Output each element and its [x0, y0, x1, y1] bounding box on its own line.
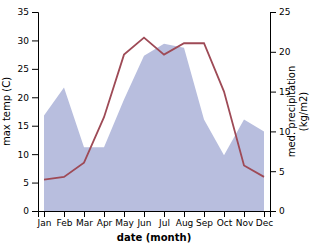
- tick-mark: [32, 183, 38, 184]
- tick-label: 25: [279, 7, 290, 17]
- tick: Oct: [217, 211, 233, 228]
- tick: May: [115, 211, 134, 228]
- tick-mark: [124, 211, 125, 217]
- tick: Dec: [256, 211, 273, 228]
- tick-label: 0: [23, 206, 29, 216]
- tick-mark: [32, 97, 38, 98]
- tick-label: Sep: [196, 218, 213, 228]
- tick-label: Feb: [57, 218, 73, 228]
- tick: Jan: [37, 211, 52, 228]
- tick-mark: [204, 211, 205, 217]
- tick: 20: [18, 93, 38, 103]
- tick-mark: [32, 126, 38, 127]
- y2-axis-title-line: med. precipitation: [286, 66, 297, 158]
- tick-mark: [84, 211, 85, 217]
- tick-mark: [184, 211, 185, 217]
- tick-mark: [64, 211, 65, 217]
- tick: Aug: [176, 211, 194, 228]
- tick: 20: [270, 47, 291, 57]
- tick-label: Jan: [37, 218, 52, 228]
- tick-label: Aug: [176, 218, 194, 228]
- tick: 15: [18, 121, 38, 131]
- area: [44, 44, 264, 211]
- tick-mark: [32, 154, 38, 155]
- tick: 5: [270, 167, 285, 177]
- tick: Nov: [236, 211, 254, 228]
- tick-mark: [244, 211, 245, 217]
- y-axis: 0 5 10 15 20 25 30 35: [18, 7, 39, 216]
- tick: Jun: [136, 211, 151, 228]
- tick-label: 5: [23, 178, 29, 188]
- tick-label: May: [115, 218, 134, 228]
- tick-mark: [144, 211, 145, 217]
- tick-mark: [270, 171, 276, 172]
- tick-label: 30: [18, 36, 30, 46]
- tick-mark: [164, 211, 165, 217]
- tick: Feb: [57, 211, 73, 228]
- tick: 25: [270, 7, 290, 17]
- y2-axis-title: med. precipitation(kg/m2): [286, 66, 309, 158]
- tick-label: Jun: [136, 218, 151, 228]
- tick-mark: [32, 211, 38, 212]
- tick-label: 20: [279, 47, 291, 57]
- tick-mark: [44, 211, 45, 217]
- tick: 25: [18, 64, 38, 74]
- x-axis-title: date (month): [117, 232, 191, 243]
- axis-line: [271, 13, 277, 212]
- tick-label: 20: [18, 93, 30, 103]
- tick-mark: [32, 69, 38, 70]
- tick-mark: [104, 211, 105, 217]
- x-axis: Jan FebMar AprMayJun Jul AugSep OctNovDec: [37, 211, 274, 228]
- tick: Mar: [76, 211, 93, 228]
- plot-area: [44, 38, 264, 211]
- tick-label: 10: [18, 150, 30, 160]
- tick-label: 25: [18, 64, 29, 74]
- tick: 30: [18, 36, 38, 46]
- tick-mark: [32, 12, 38, 13]
- tick-label: 0: [279, 206, 285, 216]
- tick-label: Apr: [97, 218, 113, 228]
- tick-label: Dec: [256, 218, 273, 228]
- tick: 10: [18, 150, 38, 160]
- tick-label: Jul: [158, 218, 170, 228]
- tick: Sep: [196, 211, 213, 228]
- tick: Apr: [97, 211, 113, 228]
- tick: 0: [23, 206, 38, 216]
- tick-label: 35: [18, 7, 29, 17]
- tick-mark: [270, 211, 276, 212]
- tick-label: 5: [279, 167, 285, 177]
- tick-mark: [270, 131, 276, 132]
- chart: Jan FebMar AprMayJun Jul AugSep OctNovDec 0 5 10…: [0, 0, 318, 247]
- tick: Jul: [158, 211, 170, 228]
- tick-label: Nov: [236, 218, 254, 228]
- tick-mark: [224, 211, 225, 217]
- tick-mark: [270, 12, 276, 13]
- y-axis-title: max temp (C): [1, 77, 12, 146]
- line: [44, 38, 264, 180]
- tick: 0: [270, 206, 285, 216]
- tick-mark: [270, 92, 276, 93]
- tick: 5: [23, 178, 38, 188]
- axis-line: [32, 13, 39, 212]
- tick-mark: [270, 52, 276, 53]
- tick-mark: [264, 211, 265, 217]
- tick: 35: [18, 7, 38, 17]
- tick-label: Oct: [217, 218, 233, 228]
- tick-mark: [32, 40, 38, 41]
- tick-label: Mar: [76, 218, 93, 228]
- tick-label: 15: [18, 121, 29, 131]
- y2-axis-title-line: (kg/m2): [298, 92, 309, 132]
- axis-line: [39, 212, 271, 218]
